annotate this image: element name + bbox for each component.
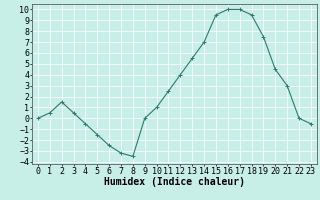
X-axis label: Humidex (Indice chaleur): Humidex (Indice chaleur) (104, 177, 245, 187)
